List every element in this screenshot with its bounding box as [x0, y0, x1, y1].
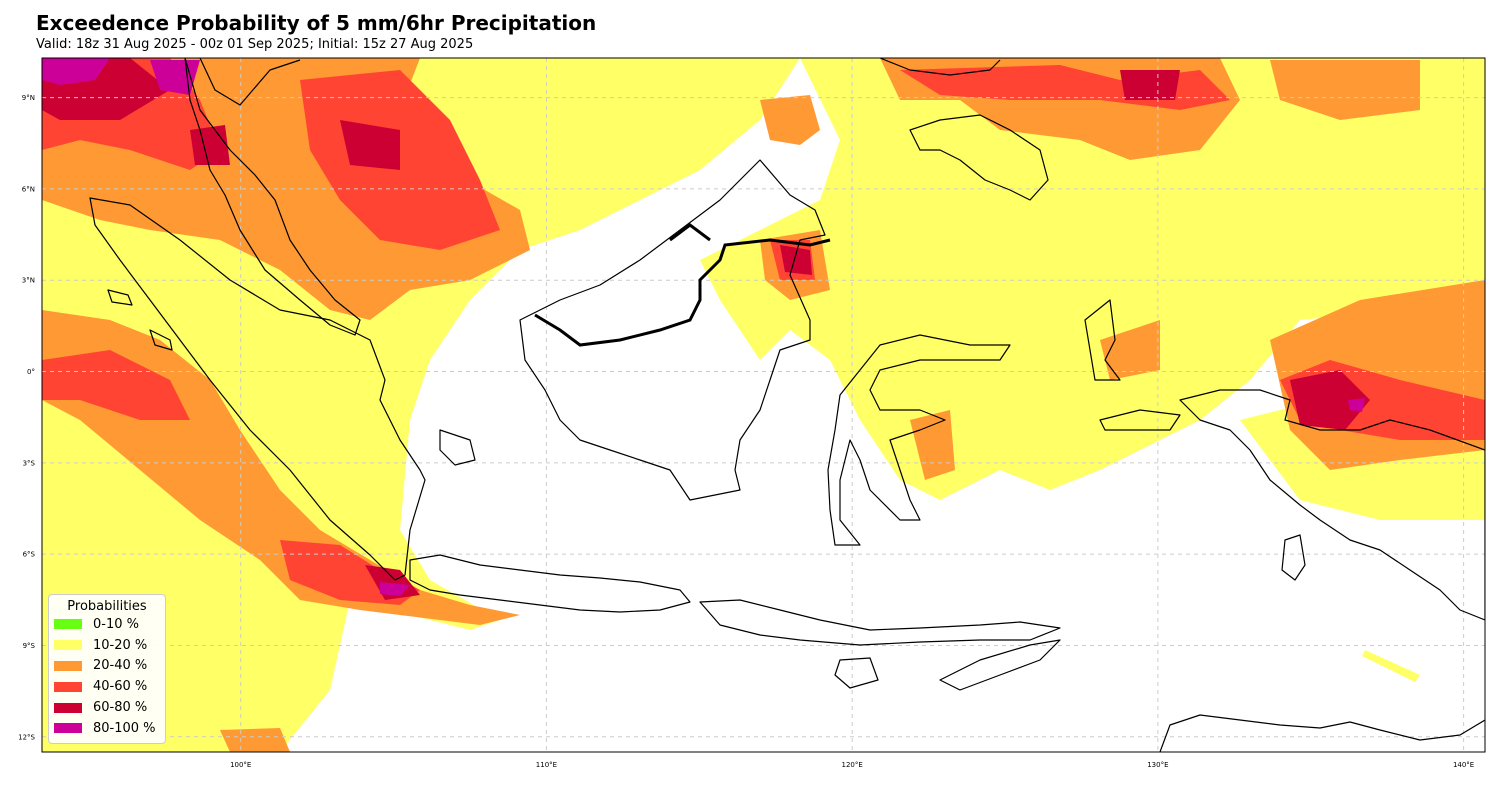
- longitude-labels: 100°E 110°E 120°E 130°E 140°E: [230, 761, 1474, 769]
- prob-region: [340, 120, 400, 170]
- brunei-border: [669, 223, 711, 242]
- map-subtitle: Valid: 18z 31 Aug 2025 - 00z 01 Sep 2025…: [36, 37, 474, 52]
- map-title: Exceedence Probability of 5 mm/6hr Preci…: [36, 11, 597, 35]
- mindanao-coast: [909, 114, 1049, 201]
- legend-item: 80-100 %: [49, 718, 165, 739]
- prob-region: [1270, 60, 1420, 120]
- legend-item: 10-20 %: [49, 635, 165, 656]
- sumba-coast: [834, 657, 879, 689]
- latitude-label: 9°S: [23, 642, 36, 650]
- sulawesi-coast: [827, 334, 1011, 546]
- legend-swatch: [54, 640, 82, 651]
- legend-item: 60-80 %: [49, 697, 165, 718]
- prob-region: [760, 95, 820, 145]
- legend-label: 40-60 %: [93, 679, 148, 695]
- longitude-label: 140°E: [1453, 761, 1474, 769]
- legend-item: 20-40 %: [49, 656, 165, 677]
- latitude-label: 12°S: [18, 733, 35, 741]
- legend-items: 0-10 % 10-20 % 20-40 % 40-60 % 60-80 % 80-100…: [49, 614, 165, 739]
- malaysia-indonesia-border: [534, 238, 831, 347]
- legend-label: 0-10 %: [93, 616, 139, 632]
- legend-label: 10-20 %: [93, 637, 148, 653]
- prob-region: [1348, 398, 1365, 412]
- borneo-coast: [519, 159, 826, 501]
- legend-swatch: [54, 619, 82, 630]
- legend: Probabilities 0-10 % 10-20 % 20-40 % 40-60 …: [48, 594, 166, 744]
- coastlines: [89, 58, 1485, 752]
- prob-region: [42, 350, 190, 420]
- seram-coast: [1099, 409, 1181, 431]
- legend-item: 0-10 %: [49, 614, 165, 635]
- nias-island-coast: [107, 289, 133, 306]
- java-coast: [409, 554, 691, 613]
- philippines-north-coast: [879, 58, 1001, 76]
- legend-label: 20-40 %: [93, 658, 148, 674]
- legend-title: Probabilities: [67, 599, 147, 614]
- prob-region: [1362, 650, 1420, 682]
- prob-region: [780, 245, 812, 275]
- legend-label: 60-80 %: [93, 700, 148, 716]
- australia-coast: [1159, 714, 1485, 752]
- latitude-label: 6°N: [22, 185, 35, 193]
- prob-region: [1290, 370, 1370, 430]
- sumatra-coast: [89, 197, 426, 581]
- legend-item: 40-60 %: [49, 676, 165, 697]
- bangka-island-coast: [439, 429, 476, 466]
- longitude-label: 120°E: [842, 761, 863, 769]
- legend-label: 80-100 %: [93, 720, 156, 736]
- legend-swatch: [54, 723, 82, 734]
- latitude-labels: 9°N 6°N 3°N 0° 3°S 6°S 9°S 12°S: [18, 94, 35, 741]
- legend-swatch: [54, 660, 82, 671]
- latitude-label: 6°S: [23, 551, 36, 559]
- probability-shading: [42, 58, 1485, 752]
- map-frame: [41, 57, 1486, 753]
- legend-swatch: [54, 702, 82, 713]
- prob-region: [190, 125, 230, 165]
- prob-region: [365, 565, 420, 600]
- prob-region: [700, 58, 1485, 500]
- thailand-coast: [199, 58, 301, 106]
- aru-tanimbar-coast: [1281, 534, 1306, 581]
- bali-nusa-tenggara-coast: [699, 599, 1061, 646]
- longitude-label: 100°E: [230, 761, 251, 769]
- timor-coast: [939, 639, 1061, 691]
- longitude-label: 110°E: [536, 761, 557, 769]
- prob-region: [910, 410, 955, 480]
- latitude-label: 3°S: [23, 459, 36, 467]
- halmahera-coast: [1084, 299, 1121, 381]
- latitude-label: 3°N: [22, 277, 35, 285]
- latitude-label: 9°N: [22, 94, 35, 102]
- borneo-border: [534, 223, 831, 347]
- prob-region: [380, 582, 410, 596]
- prob-region: [220, 728, 290, 752]
- legend-swatch: [54, 681, 82, 692]
- prob-region: [42, 58, 110, 85]
- siberut-island-coast: [149, 329, 173, 351]
- malay-peninsula-coast: [184, 58, 361, 336]
- new-guinea-coast: [1179, 389, 1485, 621]
- prob-region: [1100, 320, 1160, 380]
- latitude-label: 0°: [27, 368, 35, 376]
- prob-region: [1120, 70, 1180, 100]
- longitude-label: 130°E: [1147, 761, 1168, 769]
